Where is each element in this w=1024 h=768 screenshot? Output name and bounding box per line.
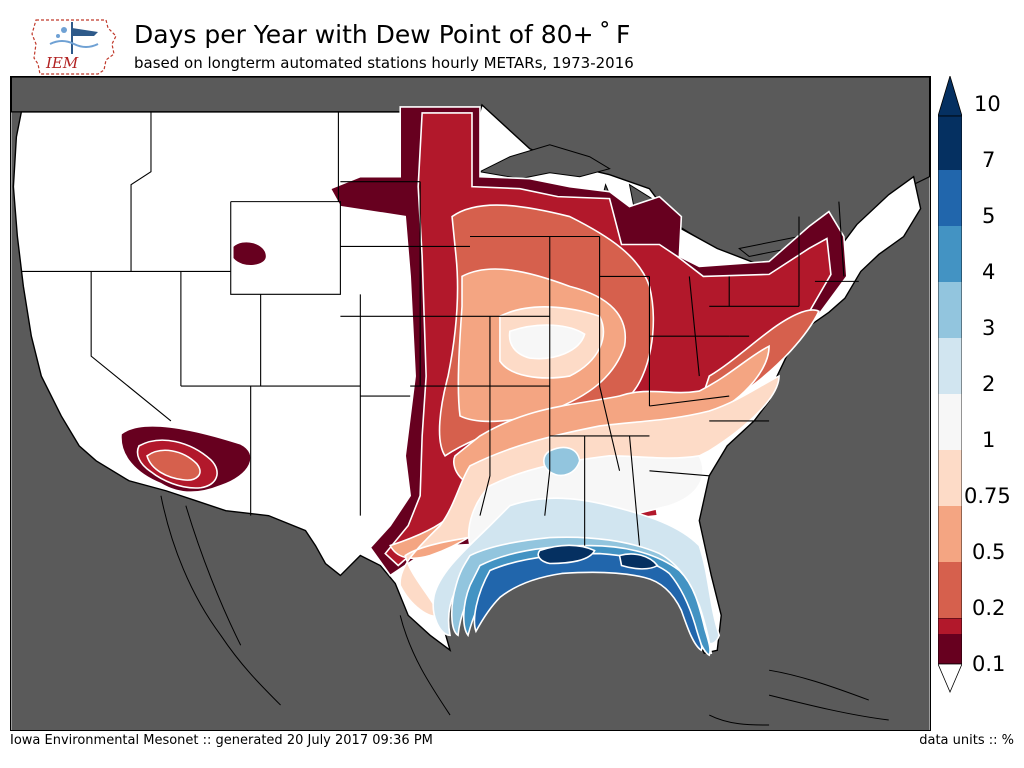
map-subtitle: based on longterm automated stations hou…	[134, 54, 634, 72]
colorbar	[938, 76, 962, 659]
contour-10	[537, 544, 659, 570]
colorbar-swatch-4	[938, 282, 962, 338]
lake-superior	[478, 144, 611, 180]
colorbar-min-arrow	[938, 663, 962, 694]
footer-units: data units :: %	[919, 733, 1014, 748]
colorbar-label-0.1: 0.1	[972, 652, 1006, 676]
state-borders	[21, 111, 859, 546]
colorbar-label-10: 10	[974, 92, 1001, 116]
colorbar-max-arrow	[938, 76, 962, 117]
coastlines	[160, 495, 889, 726]
contour-map	[10, 76, 931, 731]
colorbar-swatch-2	[938, 394, 962, 450]
logo-text: IEM	[45, 54, 79, 72]
iem-logo: IEM	[31, 19, 117, 75]
colorbar-label-0.75: 0.75	[964, 484, 1011, 508]
colorbar-label-0.2: 0.2	[972, 596, 1006, 620]
colorbar-label-1: 1	[982, 428, 996, 452]
footer-credit: Iowa Environmental Mesonet :: generated …	[10, 733, 433, 748]
colorbar-lower	[938, 618, 962, 694]
colorbar-label-7: 7	[982, 148, 996, 172]
colorbar-swatch-0.2b	[938, 618, 962, 634]
colorbar-swatch-7	[938, 170, 962, 226]
colorbar-swatch-0.75	[938, 506, 962, 562]
colorbar-label-2: 2	[982, 372, 996, 396]
colorbar-swatch-5	[938, 226, 962, 282]
colorbar-swatch-0.1	[938, 634, 962, 664]
colorbar-swatch-3	[938, 338, 962, 394]
colorbar-label-3: 3	[982, 316, 996, 340]
colorbar-label-0.5: 0.5	[972, 540, 1006, 564]
colorbar-label-4: 4	[982, 260, 996, 284]
colorbar-swatch-0.5	[938, 562, 962, 618]
colorbar-swatch-1	[938, 450, 962, 506]
map-title: Days per Year with Dew Point of 80+ ˚ F	[134, 20, 631, 49]
colorbar-label-5: 5	[982, 204, 996, 228]
colorbar-swatch-10	[938, 116, 962, 170]
